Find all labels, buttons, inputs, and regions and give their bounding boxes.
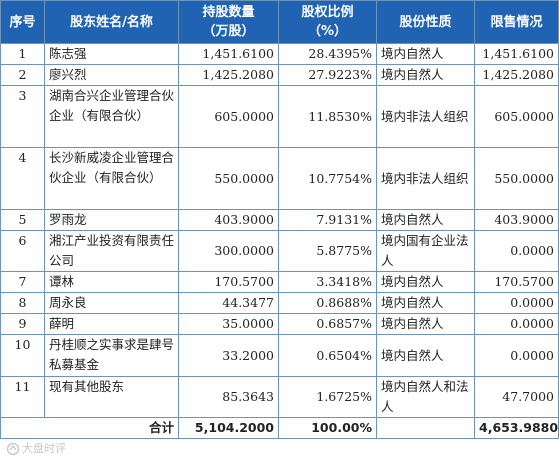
shares-value: 33.2000 (178, 334, 279, 377)
ratio-value: 0.6857% (278, 313, 377, 335)
share-nature: 境内非法人组织 (376, 147, 475, 210)
table-row: 8 周永良 44.3477 0.8688% 境内自然人 0.0000 (0, 292, 559, 314)
ratio-value: 1.6725% (278, 376, 377, 418)
shares-value: 300.0000 (178, 230, 279, 272)
header-nature: 股份性质 (376, 0, 475, 44)
restricted-value: 605.0000 (474, 85, 559, 148)
shareholder-name: 丹桂顺之实事求是肆号私募基金 (44, 334, 179, 377)
shares-value: 605.0000 (178, 85, 279, 148)
total-shares: 5,104.2000 (178, 417, 279, 439)
watermark-logo: 大盘时评 (6, 440, 91, 458)
restricted-value: 403.9000 (474, 209, 559, 231)
restricted-value: 0.0000 (474, 292, 559, 314)
share-nature: 境内非法人组织 (376, 85, 475, 148)
shareholder-name: 陈志强 (44, 43, 179, 65)
shareholder-name: 薛明 (44, 313, 179, 335)
row-index: 6 (0, 230, 45, 272)
shares-value: 1,425.2080 (178, 64, 279, 86)
shareholder-name: 罗雨龙 (44, 209, 179, 231)
shares-value: 550.0000 (178, 147, 279, 210)
shareholder-table: 序号 股东姓名/名称 持股数量 （万股） 股权比例 （%） 股份性质 限售情况 … (0, 0, 559, 439)
shareholder-name: 湘江产业投资有限责任公司 (44, 230, 179, 272)
row-index: 9 (0, 313, 45, 335)
shareholder-name: 谭林 (44, 271, 179, 293)
share-nature: 境内自然人 (376, 313, 475, 335)
header-ratio: 股权比例 （%） (278, 0, 377, 44)
total-label: 合计 (0, 417, 179, 439)
shareholder-name: 廖兴烈 (44, 64, 179, 86)
restricted-value: 550.0000 (474, 147, 559, 210)
header-ratio-line2: （%） (307, 24, 348, 39)
ratio-value: 11.8530% (278, 85, 377, 148)
row-index: 4 (0, 147, 45, 210)
row-index: 8 (0, 292, 45, 314)
shares-value: 403.9000 (178, 209, 279, 231)
shares-value: 85.3643 (178, 376, 279, 418)
share-nature: 境内自然人 (376, 43, 475, 65)
restricted-value: 0.0000 (474, 230, 559, 272)
header-idx: 序号 (0, 0, 45, 44)
share-nature: 境内自然人 (376, 334, 475, 377)
ratio-value: 27.9223% (278, 64, 377, 86)
table-row: 5 罗雨龙 403.9000 7.9131% 境内自然人 403.9000 (0, 209, 559, 231)
ratio-value: 0.6504% (278, 334, 377, 377)
total-row: 合计 5,104.2000 100.00% 4,653.9880 (0, 417, 559, 439)
table-row: 11 现有其他股东 85.3643 1.6725% 境内自然人和法人 47.7000 (0, 376, 559, 418)
watermark-text: 大盘时评 (22, 442, 66, 455)
row-index: 7 (0, 271, 45, 293)
ratio-value: 28.4395% (278, 43, 377, 65)
table-row: 6 湘江产业投资有限责任公司 300.0000 5.8775% 境内国有企业法人 0.00… (0, 230, 559, 272)
share-nature: 境内自然人 (376, 271, 475, 293)
share-nature: 境内自然人 (376, 64, 475, 86)
row-index: 2 (0, 64, 45, 86)
share-nature: 境内自然人 (376, 209, 475, 231)
header-ratio-line1: 股权比例 (301, 5, 354, 20)
row-index: 11 (0, 376, 45, 418)
shareholder-name: 现有其他股东 (44, 376, 179, 418)
restricted-value: 1,451.6100 (474, 43, 559, 65)
ratio-value: 0.8688% (278, 292, 377, 314)
share-nature: 境内自然人和法人 (376, 376, 475, 418)
table-row: 7 谭林 170.5700 3.3418% 境内自然人 170.5700 (0, 271, 559, 293)
table-row: 9 薛明 35.0000 0.6857% 境内自然人 0.0000 (0, 313, 559, 335)
restricted-value: 0.0000 (474, 313, 559, 335)
ratio-value: 5.8775% (278, 230, 377, 272)
header-shares-line1: 持股数量 (202, 5, 255, 20)
table-row: 3 湖南合兴企业管理合伙企业（有限合伙） 605.0000 11.8530% 境内非法人… (0, 85, 559, 148)
shares-value: 35.0000 (178, 313, 279, 335)
total-ratio: 100.00% (278, 417, 377, 439)
ratio-value: 3.3418% (278, 271, 377, 293)
shareholder-name: 湖南合兴企业管理合伙企业（有限合伙） (44, 85, 179, 148)
shares-value: 170.5700 (178, 271, 279, 293)
table-row: 1 陈志强 1,451.6100 28.4395% 境内自然人 1,451.6100 (0, 43, 559, 65)
header-shares-line2: （万股） (202, 24, 255, 39)
share-nature: 境内自然人 (376, 292, 475, 314)
row-index: 10 (0, 334, 45, 377)
header-restrict: 限售情况 (474, 0, 559, 44)
table-row: 2 廖兴烈 1,425.2080 27.9223% 境内自然人 1,425.2080 (0, 64, 559, 86)
row-index: 3 (0, 85, 45, 148)
restricted-value: 1,425.2080 (474, 64, 559, 86)
restricted-value: 0.0000 (474, 334, 559, 377)
total-nature (376, 417, 475, 439)
restricted-value: 47.7000 (474, 376, 559, 418)
table-row: 10 丹桂顺之实事求是肆号私募基金 33.2000 0.6504% 境内自然人 0.000… (0, 334, 559, 377)
ratio-value: 7.9131% (278, 209, 377, 231)
header-shares: 持股数量 （万股） (178, 0, 279, 44)
table-body: 1 陈志强 1,451.6100 28.4395% 境内自然人 1,451.6100 2 廖兴… (0, 43, 559, 418)
shares-value: 44.3477 (178, 292, 279, 314)
shareholder-name: 长沙新威凌企业管理合伙企业（有限合伙） (44, 147, 179, 210)
shareholder-name: 周永良 (44, 292, 179, 314)
header-name: 股东姓名/名称 (44, 0, 179, 44)
shares-value: 1,451.6100 (178, 43, 279, 65)
table-header-row: 序号 股东姓名/名称 持股数量 （万股） 股权比例 （%） 股份性质 限售情况 (0, 0, 559, 44)
watermark-icon (6, 442, 20, 456)
total-restrict: 4,653.9880 (474, 417, 559, 439)
ratio-value: 10.7754% (278, 147, 377, 210)
share-nature: 境内国有企业法人 (376, 230, 475, 272)
table-row: 4 长沙新威凌企业管理合伙企业（有限合伙） 550.0000 10.7754% 境内非法… (0, 147, 559, 210)
row-index: 5 (0, 209, 45, 231)
restricted-value: 170.5700 (474, 271, 559, 293)
row-index: 1 (0, 43, 45, 65)
